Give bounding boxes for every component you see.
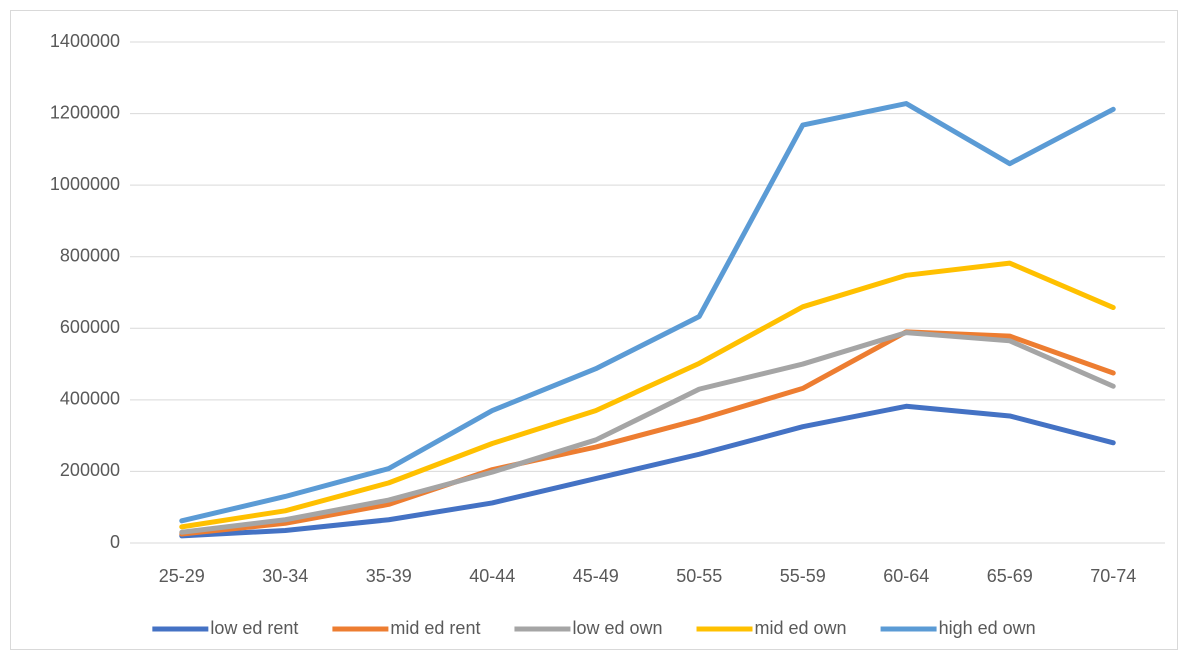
- y-tick-label: 1000000: [50, 174, 120, 194]
- series-line: [179, 260, 1116, 530]
- x-tick-label: 65-69: [987, 566, 1033, 586]
- y-tick-label: 800000: [60, 245, 120, 265]
- series-line: [179, 403, 1116, 539]
- y-tick-label: 600000: [60, 317, 120, 337]
- x-tick-label: 30-34: [262, 566, 308, 586]
- chart-border: [10, 10, 1178, 650]
- legend-label: low ed own: [572, 618, 662, 638]
- x-tick-label: 60-64: [883, 566, 929, 586]
- series-line: [179, 101, 1116, 524]
- y-tick-label: 200000: [60, 460, 120, 480]
- x-tick-label: 45-49: [573, 566, 619, 586]
- x-tick-label: 25-29: [159, 566, 205, 586]
- series-line: [179, 329, 1116, 537]
- y-tick-label: 1400000: [50, 31, 120, 51]
- legend-label: mid ed own: [755, 618, 847, 638]
- x-tick-label: 35-39: [366, 566, 412, 586]
- x-tick-label: 40-44: [469, 566, 515, 586]
- x-tick-label: 50-55: [676, 566, 722, 586]
- series-line: [179, 330, 1116, 535]
- legend-label: low ed rent: [210, 618, 298, 638]
- x-tick-label: 70-74: [1090, 566, 1136, 586]
- y-tick-label: 1200000: [50, 102, 120, 122]
- y-tick-label: 0: [110, 532, 120, 552]
- legend-label: mid ed rent: [390, 618, 480, 638]
- y-tick-label: 400000: [60, 389, 120, 409]
- legend-label: high ed own: [939, 618, 1036, 638]
- x-tick-label: 55-59: [780, 566, 826, 586]
